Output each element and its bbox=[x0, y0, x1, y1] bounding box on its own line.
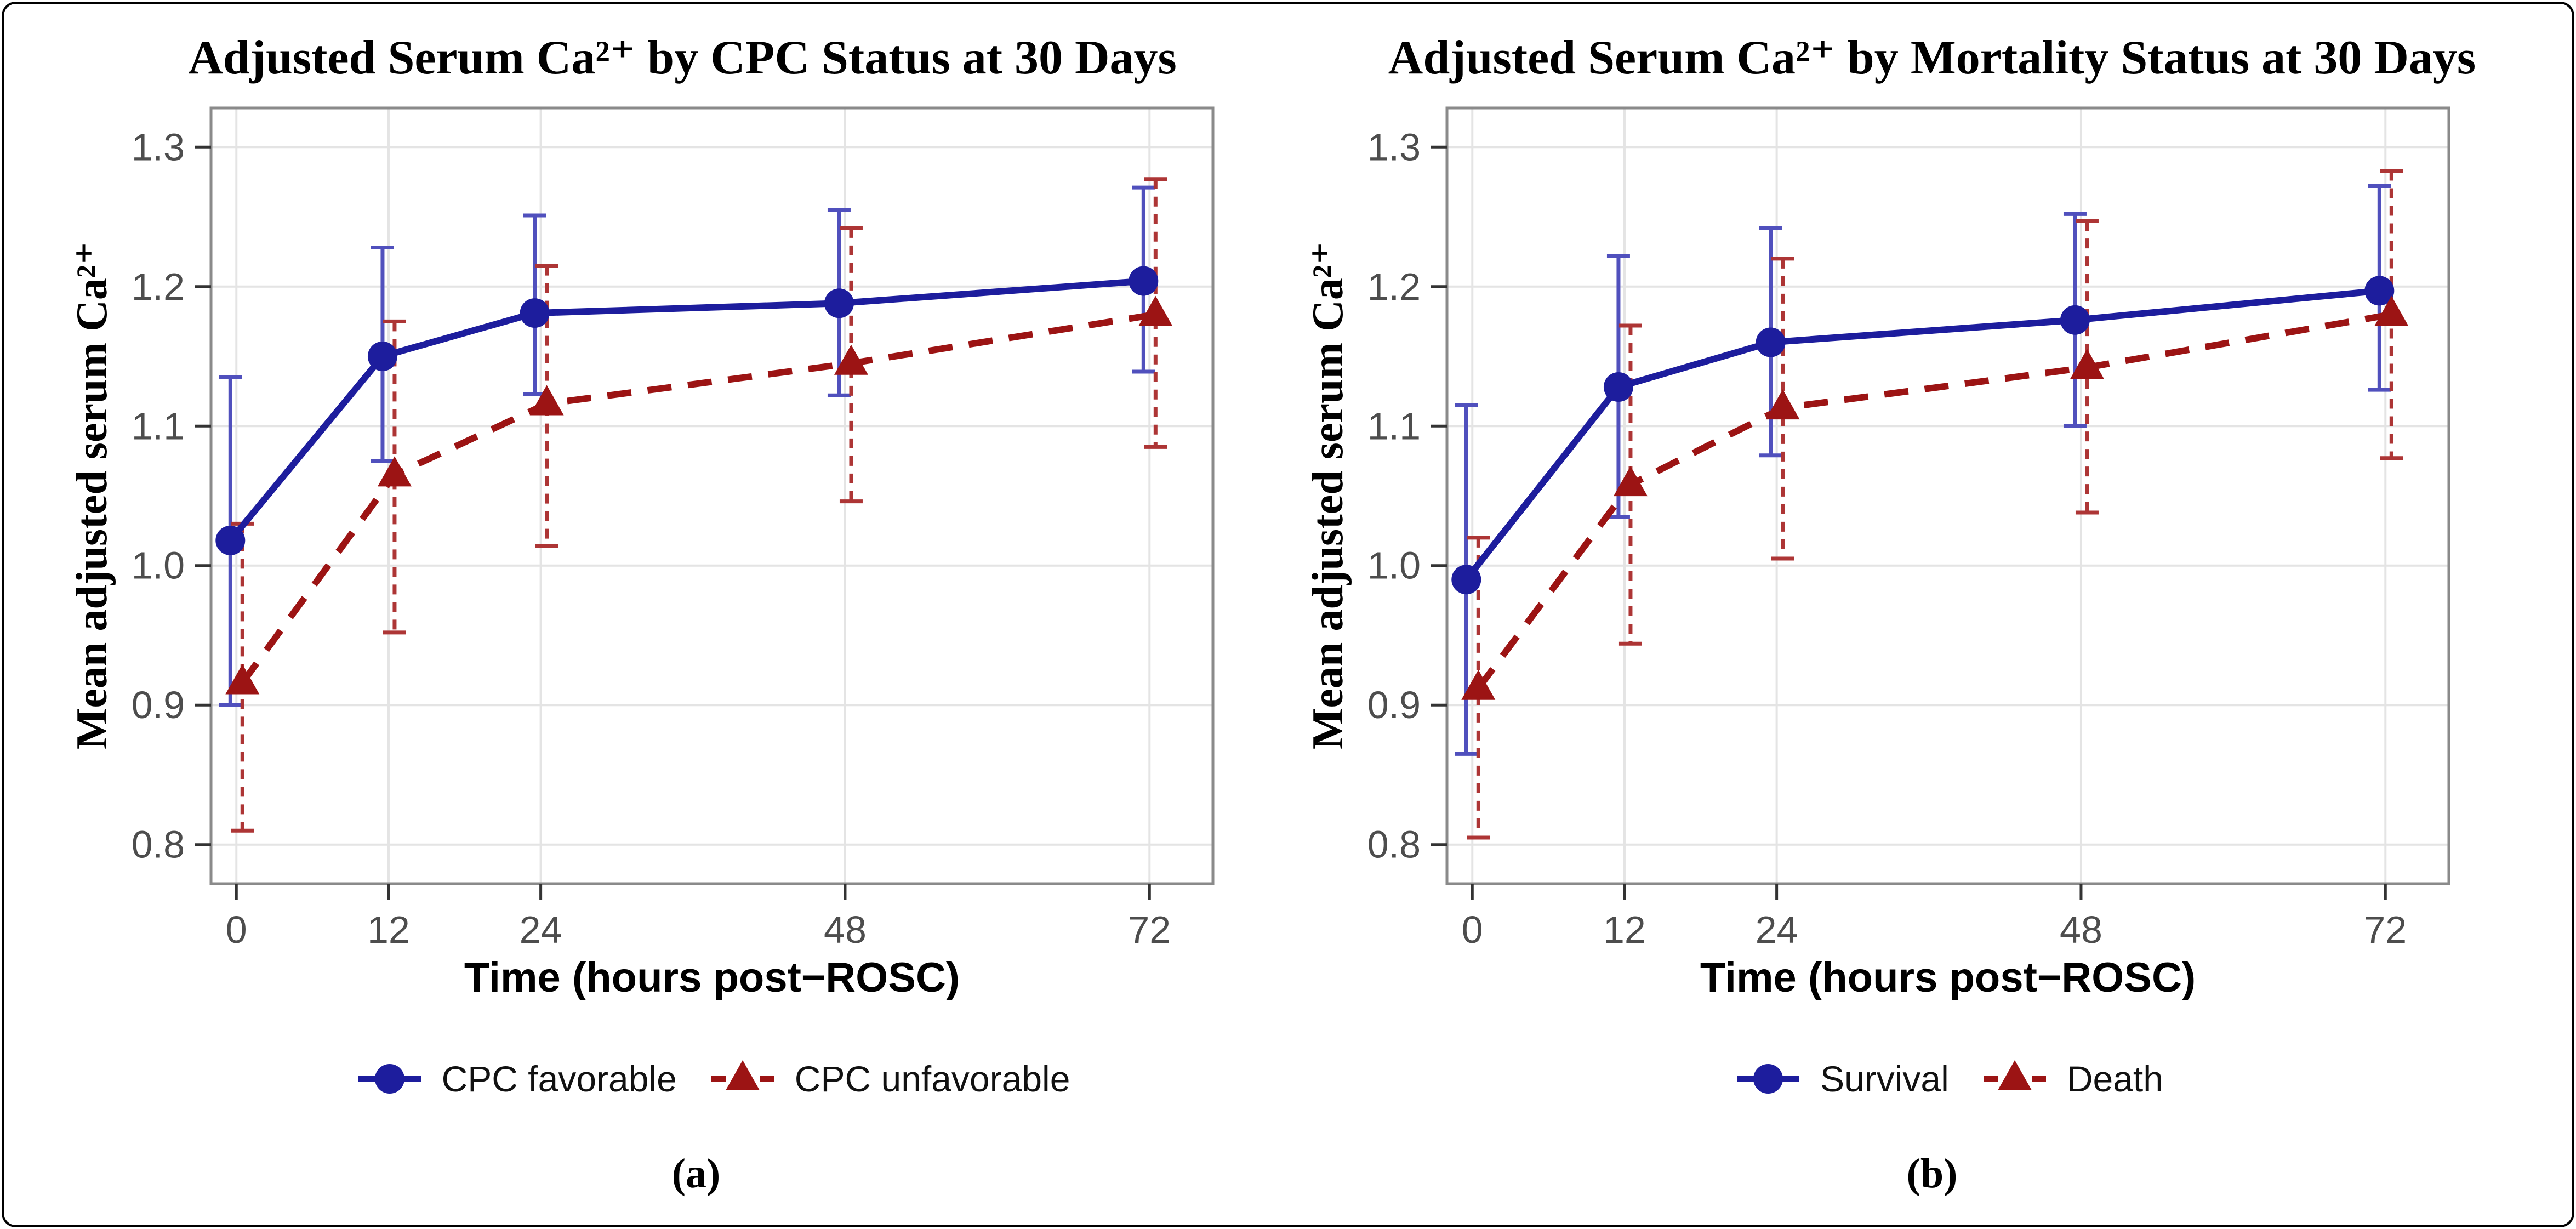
legend-item-death: Death bbox=[1979, 1046, 2163, 1112]
svg-text:0.8: 0.8 bbox=[132, 823, 185, 866]
panel-b-legend: Survival Death bbox=[1400, 1040, 2496, 1117]
panel-a-plot-area: 0 12 24 48 72 0.8 0.9 1.0 1.1 1.2 1.3 bbox=[132, 106, 1215, 951]
svg-text:1.0: 1.0 bbox=[132, 544, 185, 587]
legend-item-cpc-unfavorable: CPC unfavorable bbox=[707, 1046, 1070, 1112]
legend-label: Death bbox=[2066, 1059, 2163, 1099]
panel-b-title: Adjusted Serum Ca²⁺ by Mortality Status … bbox=[1388, 31, 2476, 84]
svg-text:0: 0 bbox=[1462, 908, 1483, 951]
svg-text:1.2: 1.2 bbox=[1367, 265, 1421, 308]
svg-text:48: 48 bbox=[824, 908, 867, 951]
svg-text:1.0: 1.0 bbox=[1367, 544, 1421, 587]
svg-text:12: 12 bbox=[1603, 908, 1646, 951]
panel-a-title: Adjusted Serum Ca²⁺ by CPC Status at 30 … bbox=[188, 31, 1177, 84]
triangle-dashed-line-icon bbox=[1979, 1046, 2050, 1112]
svg-text:0.8: 0.8 bbox=[1367, 823, 1421, 866]
circle-pointrange-icon bbox=[1732, 1046, 1804, 1112]
triangle-dashed-line-icon bbox=[707, 1046, 778, 1112]
panel-b-caption: (b) bbox=[1906, 1151, 1958, 1197]
svg-text:24: 24 bbox=[520, 908, 562, 951]
circle-pointrange-icon bbox=[354, 1046, 425, 1112]
svg-text:0.9: 0.9 bbox=[1367, 684, 1421, 726]
legend-item-cpc-favorable: CPC favorable bbox=[354, 1046, 677, 1112]
legend-label: CPC favorable bbox=[441, 1059, 677, 1099]
panel-b-x-axis-label: Time (hours post−ROSC) bbox=[1700, 954, 2196, 1001]
svg-text:1.3: 1.3 bbox=[132, 126, 185, 168]
svg-text:0.9: 0.9 bbox=[132, 684, 185, 726]
svg-text:48: 48 bbox=[2060, 908, 2102, 951]
svg-text:1.3: 1.3 bbox=[1367, 126, 1421, 168]
legend-item-survival: Survival bbox=[1732, 1046, 1949, 1112]
svg-text:72: 72 bbox=[1128, 908, 1171, 951]
svg-text:1.1: 1.1 bbox=[1367, 405, 1421, 447]
svg-text:1.1: 1.1 bbox=[132, 405, 185, 447]
svg-text:1.2: 1.2 bbox=[132, 265, 185, 308]
svg-text:72: 72 bbox=[2364, 908, 2407, 951]
panel-a-x-axis-label: Time (hours post−ROSC) bbox=[464, 954, 960, 1001]
svg-text:12: 12 bbox=[367, 908, 410, 951]
svg-text:0: 0 bbox=[226, 908, 247, 951]
legend-label: CPC unfavorable bbox=[794, 1059, 1070, 1099]
panel-b-plot-area: 0 12 24 48 72 0.8 0.9 1.0 1.1 1.2 1.3 bbox=[1367, 106, 2450, 951]
svg-text:24: 24 bbox=[1756, 908, 1798, 951]
legend-label: Survival bbox=[1820, 1059, 1949, 1099]
panel-a-legend: CPC favorable CPC unfavorable bbox=[164, 1040, 1260, 1117]
panel-a-caption: (a) bbox=[671, 1151, 721, 1197]
